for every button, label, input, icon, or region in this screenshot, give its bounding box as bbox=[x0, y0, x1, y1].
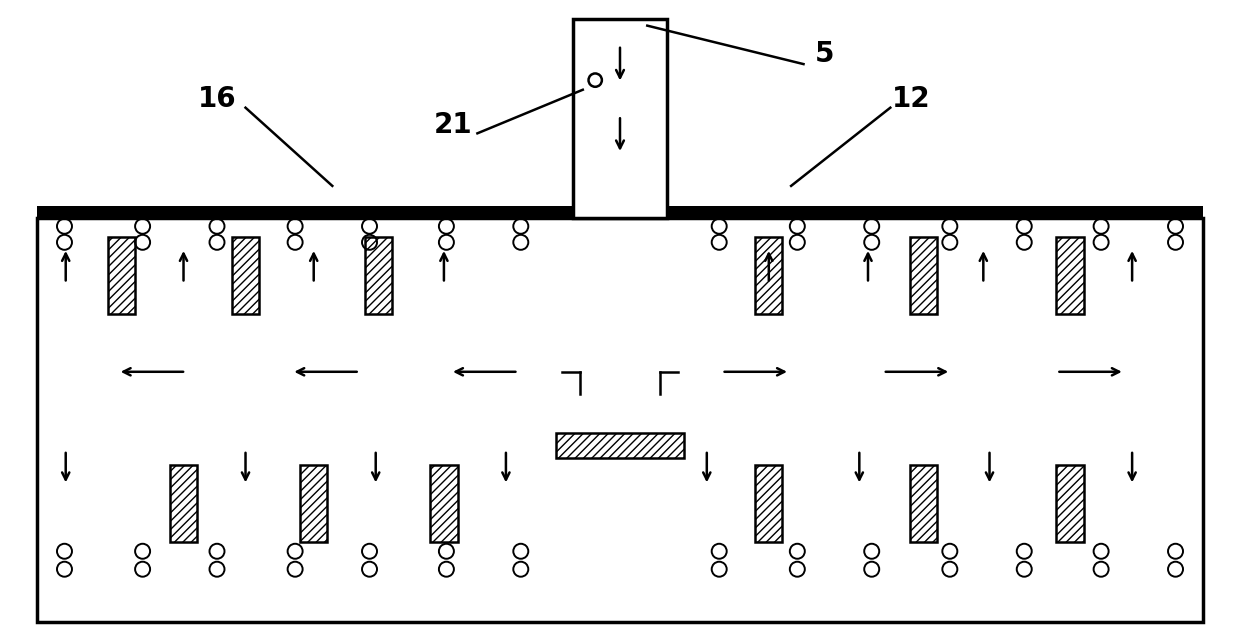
Bar bbox=[910, 237, 937, 314]
Bar bbox=[667, 206, 1203, 218]
Bar bbox=[1056, 465, 1084, 542]
Bar bbox=[430, 465, 458, 542]
Bar bbox=[300, 465, 327, 542]
Bar bbox=[1056, 237, 1084, 314]
Bar bbox=[573, 19, 667, 218]
Text: 5: 5 bbox=[815, 40, 835, 69]
Text: 16: 16 bbox=[197, 85, 237, 113]
Bar bbox=[755, 237, 782, 314]
Text: 12: 12 bbox=[892, 85, 931, 113]
Bar bbox=[108, 237, 135, 314]
Bar bbox=[910, 465, 937, 542]
Bar bbox=[365, 237, 392, 314]
Bar bbox=[232, 237, 259, 314]
Bar bbox=[37, 206, 573, 218]
Bar bbox=[755, 465, 782, 542]
Bar bbox=[37, 218, 1203, 622]
Bar bbox=[556, 433, 684, 458]
Text: 21: 21 bbox=[433, 111, 472, 139]
Bar bbox=[170, 465, 197, 542]
